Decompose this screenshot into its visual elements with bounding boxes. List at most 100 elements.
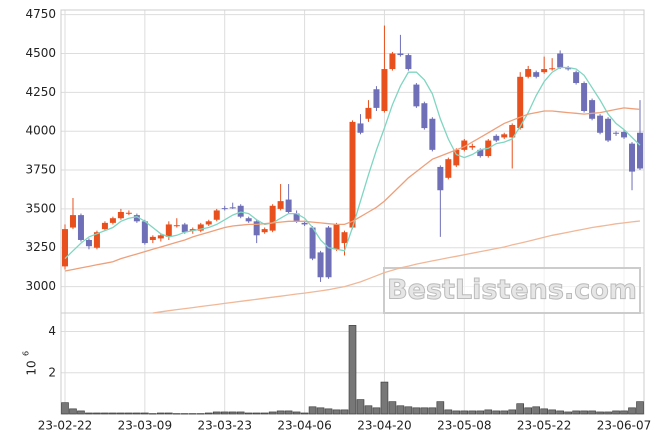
- volume-bar: [109, 412, 117, 415]
- y-tick-label: 4000: [25, 124, 56, 138]
- volume-bar: [588, 410, 596, 415]
- y-tick-label: 4250: [25, 85, 56, 99]
- candle-body: [637, 132, 644, 169]
- volume-bar: [636, 401, 644, 415]
- candle-body: [477, 149, 484, 157]
- candle-body: [373, 89, 380, 108]
- volume-bar: [316, 407, 325, 415]
- volume-bar: [308, 406, 317, 415]
- candle-body: [285, 199, 292, 212]
- volume-bar: [77, 410, 85, 415]
- volume-bar: [220, 411, 229, 415]
- volume-bar: [628, 407, 636, 415]
- candle-body: [269, 205, 276, 231]
- volume-bar: [324, 408, 333, 415]
- volume-bar: [101, 412, 109, 415]
- y2-tick-label: 4: [48, 324, 56, 338]
- volume-bar: [260, 412, 269, 415]
- candle-body: [77, 215, 84, 240]
- volume-bar: [564, 411, 572, 415]
- y-tick-label: 4500: [25, 46, 56, 60]
- candle-body: [469, 145, 476, 148]
- volume-bar: [284, 410, 293, 415]
- candle-body: [125, 212, 132, 214]
- volume-bar: [540, 408, 548, 415]
- volume-bar: [340, 409, 349, 415]
- y-tick-label: 3250: [25, 240, 56, 254]
- candle-body: [173, 225, 180, 227]
- volume-bar: [428, 407, 437, 415]
- moving-average-line: [64, 107, 641, 272]
- candle-body: [165, 224, 172, 237]
- candle-body: [453, 149, 460, 166]
- candle-body: [429, 118, 436, 150]
- moving-average-line: [64, 66, 641, 260]
- volume-bar: [268, 411, 277, 415]
- volume-bar: [173, 413, 181, 415]
- volume-bar: [508, 409, 517, 415]
- candle-body: [237, 205, 244, 217]
- candle-body: [213, 210, 220, 220]
- candle-body: [301, 222, 308, 225]
- volume-bar: [165, 412, 173, 415]
- volume-bar: [157, 412, 165, 415]
- volume-bar: [396, 405, 405, 415]
- candle-body: [205, 221, 212, 225]
- candle-body: [509, 124, 516, 138]
- candle-body: [517, 76, 524, 129]
- candle-body: [501, 134, 508, 138]
- watermark: BestListens.com: [387, 275, 637, 306]
- candle-body: [629, 143, 636, 172]
- volume-bar: [141, 412, 149, 415]
- volume-bar: [500, 410, 509, 415]
- candle-body: [421, 103, 428, 129]
- volume-bar: [476, 410, 485, 415]
- candle-body: [333, 224, 340, 250]
- volume-bar: [252, 412, 261, 415]
- candle-body: [357, 123, 364, 133]
- volume-bar: [572, 410, 580, 415]
- volume-bar: [204, 412, 213, 415]
- volume-bar: [516, 403, 525, 415]
- x-tick-label: 23-03-23: [197, 419, 251, 433]
- volume-bar: [532, 406, 540, 415]
- volume-bar: [149, 413, 157, 415]
- volume-bar: [180, 413, 189, 415]
- volume-bar: [596, 411, 604, 415]
- volume-bar: [236, 411, 245, 415]
- volume-bar: [468, 410, 477, 415]
- volume-bar: [420, 407, 429, 415]
- candle-body: [181, 224, 188, 233]
- volume-bar: [620, 410, 628, 415]
- candle-body: [149, 236, 156, 240]
- volume-bar: [404, 406, 413, 415]
- volume-bar: [332, 409, 341, 415]
- candle-body: [533, 72, 540, 77]
- candle-body: [133, 215, 140, 222]
- volume-bar: [228, 411, 237, 415]
- volume-bar: [69, 408, 77, 415]
- volume-bar: [93, 412, 101, 415]
- x-tick-label: 23-04-06: [277, 419, 331, 433]
- candle-body: [309, 227, 316, 259]
- candle-body: [581, 83, 588, 111]
- candle-body: [405, 55, 412, 70]
- y-tick-label: 3000: [25, 279, 56, 293]
- volume-bar: [556, 410, 564, 415]
- volume-bar: [356, 399, 365, 415]
- volume-bar: [612, 410, 620, 415]
- volume-bar: [133, 412, 141, 415]
- candle-body: [157, 235, 164, 239]
- candle-body: [349, 121, 356, 228]
- volume-bar: [244, 412, 253, 415]
- volume-bar: [372, 407, 381, 415]
- x-tick-label: 23-02-22: [38, 419, 92, 433]
- candle-body: [549, 68, 556, 70]
- watermark-box: [383, 267, 641, 314]
- candle-body: [597, 115, 604, 133]
- y2-label-base: 10: [25, 360, 39, 375]
- candle-body: [189, 229, 196, 231]
- volume-bar: [300, 412, 309, 415]
- volume-bar: [212, 411, 221, 415]
- candle-body: [197, 224, 204, 231]
